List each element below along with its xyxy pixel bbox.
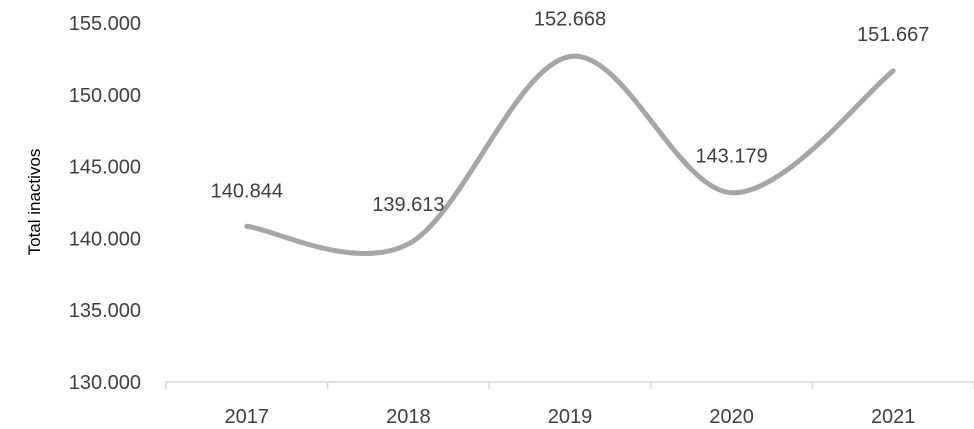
y-tick-label: 155.000 [69,13,141,35]
y-axis-title: Total inactivos [25,149,44,256]
data-label: 140.844 [211,180,283,202]
y-tick-label: 150.000 [69,85,141,107]
x-tick-label: 2020 [709,406,754,428]
data-labels: 140.844 139.613 152.668 143.179 151.667 [211,8,930,215]
x-tick-label: 2018 [386,406,431,428]
y-tick-label: 140.000 [69,228,141,250]
y-tick-label: 145.000 [69,157,141,179]
data-label: 152.668 [534,8,606,30]
series-line [244,53,896,256]
y-axis-title-group: Total inactivos [25,149,44,256]
x-tick-label: 2021 [871,406,916,428]
x-tick-label: 2019 [548,406,593,428]
y-tick-label: 130.000 [69,372,141,394]
x-tick-label: 2017 [225,406,270,428]
data-label: 143.179 [695,146,767,168]
series-group [244,53,896,256]
data-label: 139.613 [372,194,444,216]
y-tick-label: 135.000 [69,300,141,322]
x-axis: 2017 2018 2019 2020 2021 [165,381,974,428]
y-tick-labels: 130.000 135.000 140.000 145.000 150.000 155.0… [69,13,141,394]
data-label: 151.667 [857,24,929,46]
